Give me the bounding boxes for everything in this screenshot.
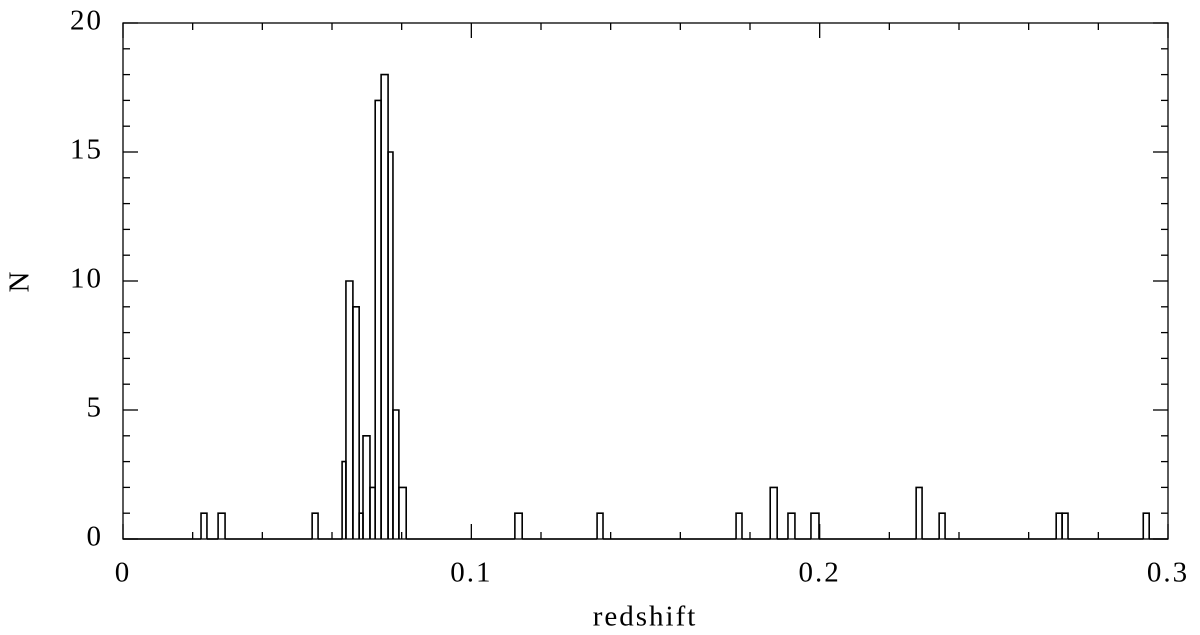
histogram-bar (596, 512, 604, 539)
histogram-bar (769, 486, 778, 539)
histogram-bar (392, 409, 400, 539)
x-tick-label: 0.2 (799, 557, 841, 589)
histogram-bar (1055, 512, 1063, 539)
histogram-bar (1061, 512, 1069, 539)
x-tick-label: 0.1 (450, 557, 492, 589)
histogram-bar (217, 512, 226, 539)
plot-frame (122, 22, 1169, 540)
histogram-bar (352, 306, 360, 539)
histogram-bar (374, 99, 382, 539)
y-tick-label: 5 (87, 392, 104, 424)
histogram-bar (787, 512, 796, 539)
y-axis-label: N (4, 270, 36, 293)
y-tick-label: 0 (87, 521, 104, 553)
y-tick-label: 20 (70, 5, 103, 37)
histogram-bar (810, 512, 820, 539)
histogram-bar (398, 486, 407, 539)
histogram-bar (200, 512, 208, 539)
x-tick-label: 0.3 (1147, 557, 1189, 589)
histogram-bar (311, 512, 319, 539)
histogram-bar (345, 280, 354, 539)
histogram-bar (1142, 512, 1150, 539)
x-axis-label: redshift (593, 601, 698, 633)
histogram-bar (380, 73, 389, 539)
histogram-bar (735, 512, 743, 539)
y-tick-label: 15 (70, 134, 103, 166)
histogram-bar (387, 151, 394, 539)
histogram-bar (915, 486, 923, 539)
y-tick-label: 10 (70, 263, 103, 295)
histogram-bar (514, 512, 523, 539)
histogram-bar (362, 435, 371, 539)
histogram-bar (938, 512, 946, 539)
x-tick-label: 0 (115, 557, 132, 589)
